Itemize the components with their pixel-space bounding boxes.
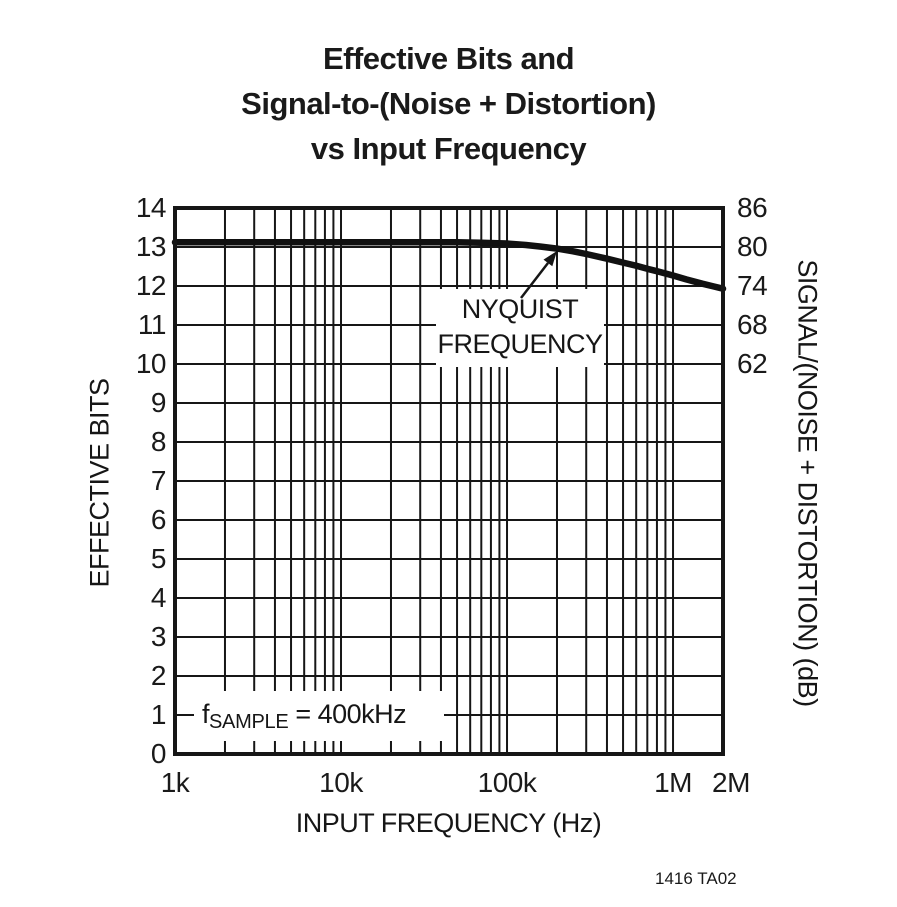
fsample-symbol: f — [202, 699, 210, 729]
chart-title-line-1: Effective Bits and — [322, 41, 575, 76]
fsample-annotation-mask — [194, 691, 444, 741]
nyquist-annotation-mask — [436, 289, 604, 367]
fsample-subscript: SAMPLE — [209, 711, 289, 733]
x-axis-label: INPUT FREQUENCY (Hz) — [295, 808, 602, 838]
nyquist-arrow-icon — [520, 251, 557, 299]
nyquist-annotation-line-2: FREQUENCY — [437, 329, 603, 359]
chart-title-line-2: Signal-to-(Noise + Distortion) — [241, 86, 656, 121]
nyquist-annotation-line-1: NYQUIST — [461, 294, 579, 324]
nyquist-annotation: NYQUIST FREQUENCY — [435, 292, 605, 362]
chart-title: Effective Bits and Signal-to-(Noise + Di… — [0, 36, 897, 171]
figure-caption: 1416 TA02 — [655, 869, 737, 888]
fsample-annotation: fSAMPLE = 400kHz — [202, 699, 407, 733]
plot-border — [173, 206, 725, 756]
y-left-axis-label: EFFECTIVE BITS — [84, 378, 115, 588]
sndr-curve — [171, 239, 727, 292]
chart-title-line-3: vs Input Frequency — [310, 131, 587, 166]
fsample-value: = 400kHz — [288, 699, 407, 729]
y-right-axis-label: SIGNAL/(NOISE + DISTORTION) (dB) — [792, 259, 823, 707]
